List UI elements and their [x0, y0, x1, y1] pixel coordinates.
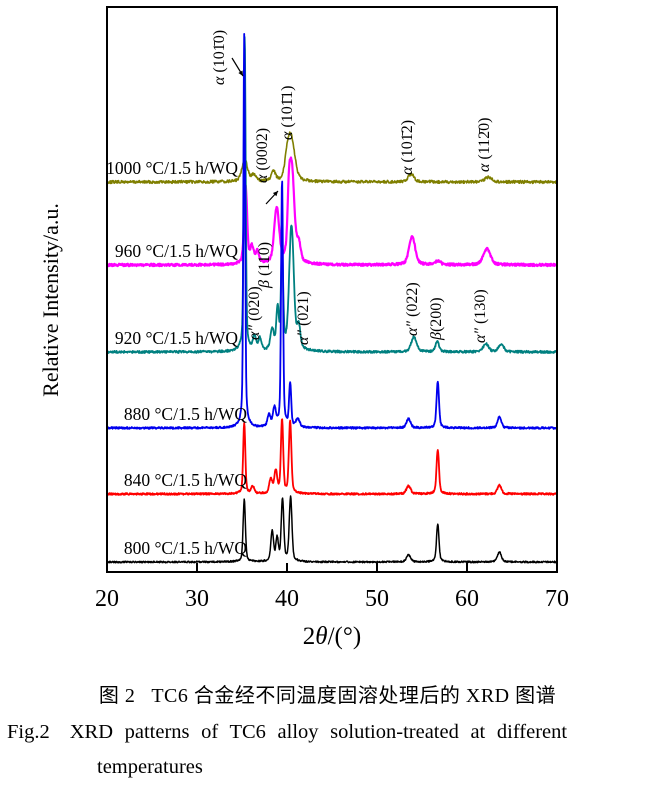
- svg-text:α (112̄0): α (112̄0): [476, 118, 493, 172]
- peak-label-101-2-3: α (101̄2): [399, 120, 416, 175]
- svg-text:β(200): β(200): [428, 297, 445, 341]
- peak-label-101-0-0: α (101̄0): [211, 30, 228, 85]
- curve-840-c-1-5-h-wq: [108, 418, 556, 496]
- annotation-arrow-0: [231, 57, 244, 77]
- y-axis-title: Relative Intensity/a.u.: [38, 203, 63, 397]
- caption-english-line2: temperatures: [97, 756, 203, 778]
- peak-label-021-7: α″ (021): [295, 291, 312, 345]
- peak-label-200-9: β(200): [428, 297, 445, 341]
- svg-text:α″ (130): α″ (130): [472, 289, 489, 343]
- x-tick-label-50: 50: [365, 586, 389, 612]
- x-tick-label-30: 30: [185, 586, 209, 612]
- peak-annotations-layer: α (101̄0) α (0002) α (101̄1) α (101̄2) α (11…: [211, 30, 493, 345]
- svg-text:α″ (021): α″ (021): [295, 291, 312, 345]
- peak-label-101-1-2: α (101̄1): [279, 86, 296, 140]
- caption-chinese: 图 2 TC6 合金经不同温度固溶处理后的 XRD 图谱: [0, 679, 655, 708]
- svg-text:α″ (022): α″ (022): [404, 282, 421, 336]
- svg-text:α″ (020): α″ (020): [246, 286, 263, 340]
- caption-chinese-text: TC6 合金经不同温度固溶处理后的 XRD 图谱: [151, 685, 557, 707]
- svg-text:β (110): β (110): [256, 242, 273, 289]
- peak-label-022-8: α″ (022): [404, 282, 421, 336]
- svg-text:α (101̄1): α (101̄1): [279, 86, 296, 140]
- curve-label-960-c-1-5-h-wq: 960 °C/1.5 h/WQ: [115, 241, 239, 261]
- curve-label-920-c-1-5-h-wq: 920 °C/1.5 h/WQ: [115, 328, 239, 348]
- curve-800-c-1-5-h-wq: [108, 495, 556, 564]
- x-axis-layer: 20 30 40 50 60 70: [95, 563, 569, 612]
- caption-chinese-label: 图 2: [98, 685, 136, 707]
- x-tick-label-20: 20: [95, 586, 119, 612]
- xrd-chart: 1000 °C/1.5 h/WQ 960 °C/1.5 h/WQ 920 °C/1.…: [38, 6, 569, 650]
- caption-english-line1: Fig.2 XRD patterns of TC6 alloy solution-…: [0, 721, 655, 744]
- curve-label-1000-c-1-5-h-wq: 1000 °C/1.5 h/WQ: [106, 158, 238, 178]
- peak-label-0002-1: α (0002): [254, 128, 271, 183]
- peak-label-112-0-4: α (112̄0): [476, 118, 493, 172]
- peak-label-130-10: α″ (130): [472, 289, 489, 343]
- curve-label-800-c-1-5-h-wq: 800 °C/1.5 h/WQ: [124, 538, 248, 558]
- x-tick-label-60: 60: [455, 586, 479, 612]
- svg-text:α (101̄0): α (101̄0): [211, 30, 228, 85]
- x-axis-title: 2θ/(°): [303, 623, 361, 650]
- x-tick-label-70: 70: [545, 586, 569, 612]
- curve-960-c-1-5-h-wq: [108, 156, 556, 268]
- figure-captions: 图 2 TC6 合金经不同温度固溶处理后的 XRD 图谱 Fig.2 XRD pat…: [0, 679, 655, 779]
- svg-text:α (101̄2): α (101̄2): [399, 120, 416, 175]
- curve-880-c-1-5-h-wq: [108, 33, 556, 430]
- curve-label-840-c-1-5-h-wq: 840 °C/1.5 h/WQ: [124, 470, 248, 490]
- svg-text:α (0002): α (0002): [254, 128, 271, 183]
- caption-english-text: XRD patterns of TC6 alloy solution-treat…: [69, 721, 568, 743]
- peak-label-110-5: β (110): [256, 242, 273, 289]
- x-tick-label-40: 40: [275, 586, 299, 612]
- caption-english-label: Fig.2: [7, 721, 50, 743]
- curve-1000-c-1-5-h-wq: [108, 131, 556, 185]
- curve-labels-layer: 1000 °C/1.5 h/WQ 960 °C/1.5 h/WQ 920 °C/1.…: [106, 158, 247, 558]
- annotation-arrow-1: [265, 190, 279, 205]
- curve-920-c-1-5-h-wq: [108, 36, 556, 354]
- peak-label-020-6: α″ (020): [246, 286, 263, 340]
- curve-label-880-c-1-5-h-wq: 880 °C/1.5 h/WQ: [124, 404, 248, 424]
- curves-layer: [108, 33, 556, 564]
- plot-frame: [106, 6, 558, 573]
